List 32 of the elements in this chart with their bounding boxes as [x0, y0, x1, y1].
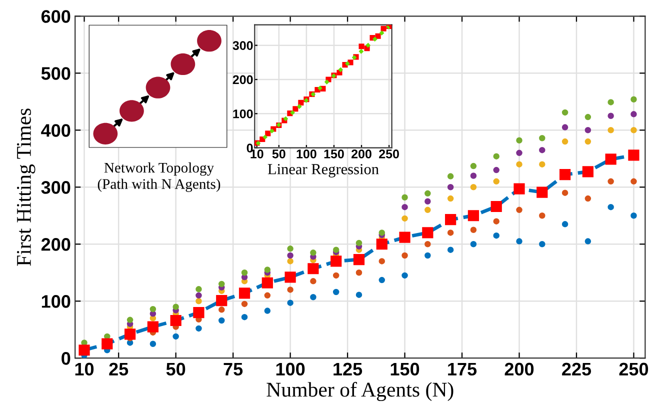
x-tick-label: 10	[250, 150, 264, 158]
y-tick-label: 100	[233, 109, 253, 118]
y-tick-label: 100	[42, 295, 70, 308]
x-tick-label: 125	[334, 362, 362, 376]
x-tick-label: 250	[619, 362, 648, 376]
x-tick-label: 175	[448, 362, 477, 376]
x-tick-label: 150	[324, 150, 344, 158]
y-tick-label: 0	[62, 352, 70, 365]
y-tick-label: 300	[232, 41, 253, 50]
x-tick-label: 200	[352, 150, 372, 158]
y-tick-label: 200	[41, 238, 70, 251]
x-tick-label: 150	[390, 362, 420, 376]
x-tick-label: 225	[562, 362, 592, 376]
y-tick-label: 400	[41, 124, 70, 137]
x-tick-label: 10	[75, 362, 94, 376]
x-tick-label: 100	[276, 362, 305, 376]
y-tick-label: 300	[41, 181, 70, 194]
x-tick-label: 50	[272, 150, 286, 158]
y-tick-label: 500	[41, 67, 70, 80]
x-tick-label: 25	[109, 362, 128, 376]
x-tick-label: 100	[296, 150, 316, 158]
x-tick-label: 50	[166, 362, 186, 376]
annotation: Network Topology (Path with N Agents)	[98, 162, 220, 192]
x-tick-label: 200	[504, 362, 534, 376]
x-axis-title: Linear Regression	[268, 164, 379, 178]
x-tick-label: 250	[379, 150, 399, 158]
x-tick-label: 75	[224, 362, 243, 376]
y-tick-label: 600	[41, 10, 70, 23]
y-tick-label: 200	[232, 75, 253, 84]
x-axis-title: Number of Agents (N)	[266, 382, 454, 402]
y-axis-title: First Hitting Times	[16, 108, 36, 266]
y-tick-label: 0	[246, 144, 253, 152]
